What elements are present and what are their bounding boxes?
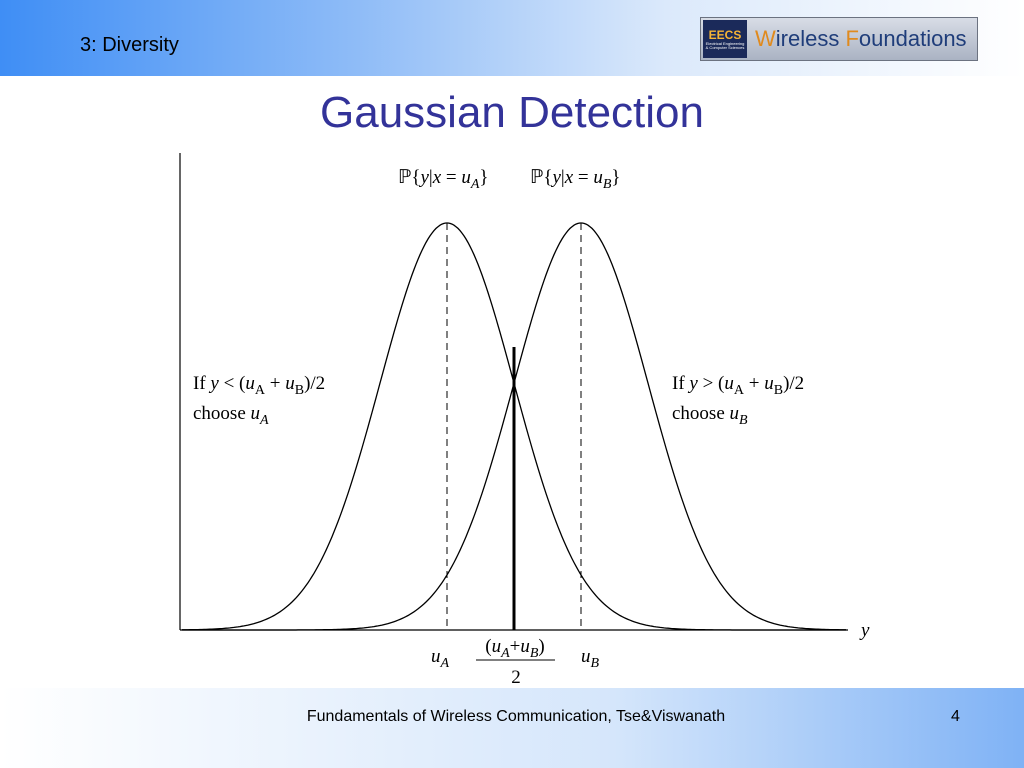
label-part: + — [510, 636, 521, 657]
tick-label: uB — [581, 646, 600, 671]
label-part: x — [432, 167, 442, 188]
label-part: ℙ{ — [530, 167, 552, 188]
label-part: u — [285, 373, 295, 394]
label-part: y — [418, 167, 429, 188]
label-part: u — [492, 636, 502, 657]
label-part: u — [730, 403, 740, 424]
label-part: u — [251, 403, 261, 424]
threshold-label: 2 — [511, 667, 521, 688]
logo-badge: EECS Electrical Engineering & Computer S… — [703, 20, 747, 58]
label-part: + — [265, 373, 285, 394]
label-part: | — [429, 167, 433, 188]
label-part: u — [581, 646, 591, 667]
label-part: u — [461, 167, 471, 188]
label-part: = — [441, 167, 461, 188]
label-part: y — [550, 167, 561, 188]
logo-initial: F — [845, 26, 859, 51]
badge-text: EECS — [708, 28, 742, 42]
decision-rule: If y > (uA + uB)/2 — [672, 373, 804, 398]
label-part: B — [590, 656, 599, 671]
label-part: u — [431, 646, 441, 667]
logo-initial: W — [755, 26, 776, 51]
label-part: u — [245, 373, 255, 394]
density-label: ℙ{y|x = uA} — [398, 167, 489, 192]
slide-title: Gaussian Detection — [320, 88, 704, 137]
footer-text: Fundamentals of Wireless Communication, … — [306, 708, 726, 725]
density-label: ℙ{y|x = uB} — [530, 167, 621, 192]
label-part: y — [859, 620, 870, 641]
label-part: ℙ{ — [398, 167, 420, 188]
label-part: A — [500, 646, 510, 661]
label-part: B — [774, 383, 783, 398]
label-part: u — [764, 373, 774, 394]
decision-rule: choose uA — [193, 403, 269, 428]
axis-label: y — [859, 620, 870, 641]
label-part: = — [573, 167, 593, 188]
label-part: 2 — [511, 667, 521, 688]
label-part: } — [611, 167, 620, 188]
label-part: + — [744, 373, 764, 394]
label-part: )/2 — [304, 373, 325, 394]
threshold-label: (uA+uB) — [485, 636, 545, 661]
decision-rule: If y < (uA + uB)/2 — [193, 373, 325, 398]
label-part: A — [470, 177, 480, 192]
label-part: } — [479, 167, 488, 188]
logo-word: oundations — [858, 26, 967, 51]
label-part: A — [439, 656, 449, 671]
label-part: A — [255, 383, 266, 398]
section-title: 3: Diversity — [80, 34, 179, 56]
label-part: A — [734, 383, 745, 398]
label-part: > ( — [698, 373, 725, 394]
footer: Fundamentals of Wireless Communication, … — [0, 688, 1024, 768]
tick-label: uA — [431, 646, 450, 671]
label-part: u — [520, 636, 530, 657]
label-part: ( — [485, 636, 491, 657]
density-curve — [182, 222, 846, 631]
label-part: If — [672, 373, 689, 394]
logo-word: ireless — [775, 26, 846, 51]
label-part: )/2 — [783, 373, 804, 394]
label-part: choose — [193, 403, 251, 424]
label-part: B — [530, 646, 539, 661]
label-part: y — [208, 373, 219, 394]
label-part: If — [193, 373, 210, 394]
label-part: | — [561, 167, 565, 188]
logo: EECS Electrical Engineering & Computer S… — [700, 17, 978, 61]
label-part: A — [259, 413, 269, 428]
label-part: B — [295, 383, 304, 398]
label-part: B — [739, 413, 748, 428]
logo-name: Wireless Foundations — [755, 26, 967, 52]
page-number: 4 — [951, 708, 960, 725]
label-part: < ( — [219, 373, 246, 394]
label-part: ) — [538, 636, 544, 657]
badge-caption: Electrical Engineering & Computer Scienc… — [705, 41, 745, 50]
label-part: y — [687, 373, 698, 394]
label-part: choose — [672, 403, 730, 424]
label-part: B — [603, 177, 612, 192]
label-part: u — [593, 167, 603, 188]
decision-rule: choose uB — [672, 403, 748, 428]
header: 3: Diversity EECS Electrical Engineering… — [0, 0, 1024, 76]
label-part: x — [564, 167, 574, 188]
label-part: u — [724, 373, 734, 394]
